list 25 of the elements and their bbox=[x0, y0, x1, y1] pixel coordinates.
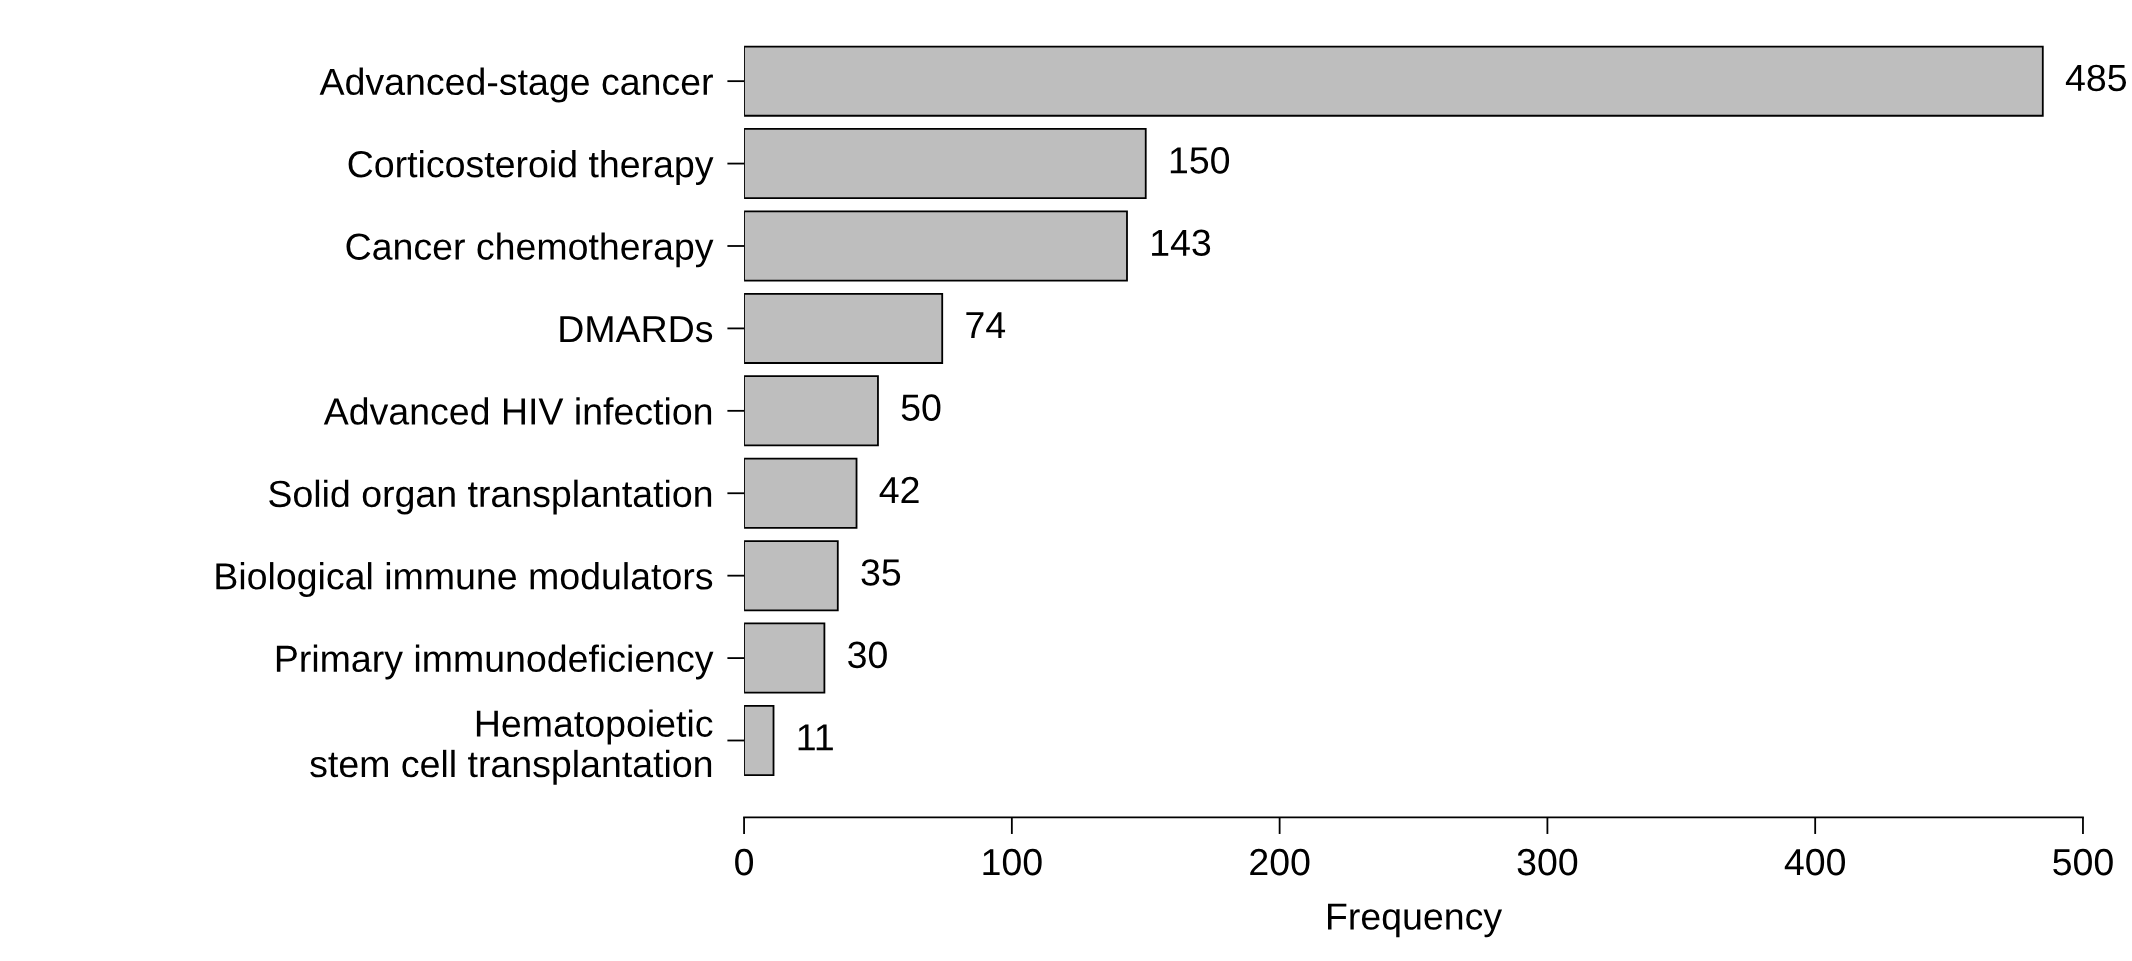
x-tick-label: 400 bbox=[1784, 848, 1845, 876]
data-label: 143 bbox=[1152, 229, 1211, 257]
y-tick-label: Solid organ transplantation bbox=[269, 479, 712, 515]
data-label: 485 bbox=[2065, 64, 2127, 92]
y-tick-label: DMARDs bbox=[560, 316, 713, 343]
data-label: 30 bbox=[848, 641, 887, 669]
data-label: 50 bbox=[901, 394, 941, 421]
y-tick-label: Corticosteroid therapy bbox=[348, 149, 714, 185]
y-tick-label: Primary immunodeficiency bbox=[276, 644, 714, 680]
data-label: 35 bbox=[861, 559, 901, 586]
y-tick-label: Advanced HIV infection bbox=[323, 397, 712, 425]
x-tick-label: 0 bbox=[735, 848, 754, 876]
y-tick-label: Cancer chemotherapy bbox=[346, 232, 714, 268]
y-tick-label: Biological immune modulators bbox=[216, 562, 713, 598]
x-tick-label: 300 bbox=[1517, 848, 1578, 876]
data-label: 42 bbox=[879, 476, 919, 503]
x-tick-label: 100 bbox=[983, 848, 1042, 876]
data-label: 74 bbox=[966, 312, 1006, 339]
y-tick-label: Hematopoietic stem cell transplantation bbox=[310, 709, 713, 785]
data-label: 150 bbox=[1170, 147, 1230, 174]
x-tick-label: 200 bbox=[1250, 848, 1310, 876]
y-tick-label: Advanced-stage cancer bbox=[319, 67, 713, 103]
x-tick-label: 500 bbox=[2053, 848, 2113, 876]
x-axis-title: Frequency bbox=[1328, 903, 1503, 938]
data-label: 11 bbox=[798, 724, 833, 751]
